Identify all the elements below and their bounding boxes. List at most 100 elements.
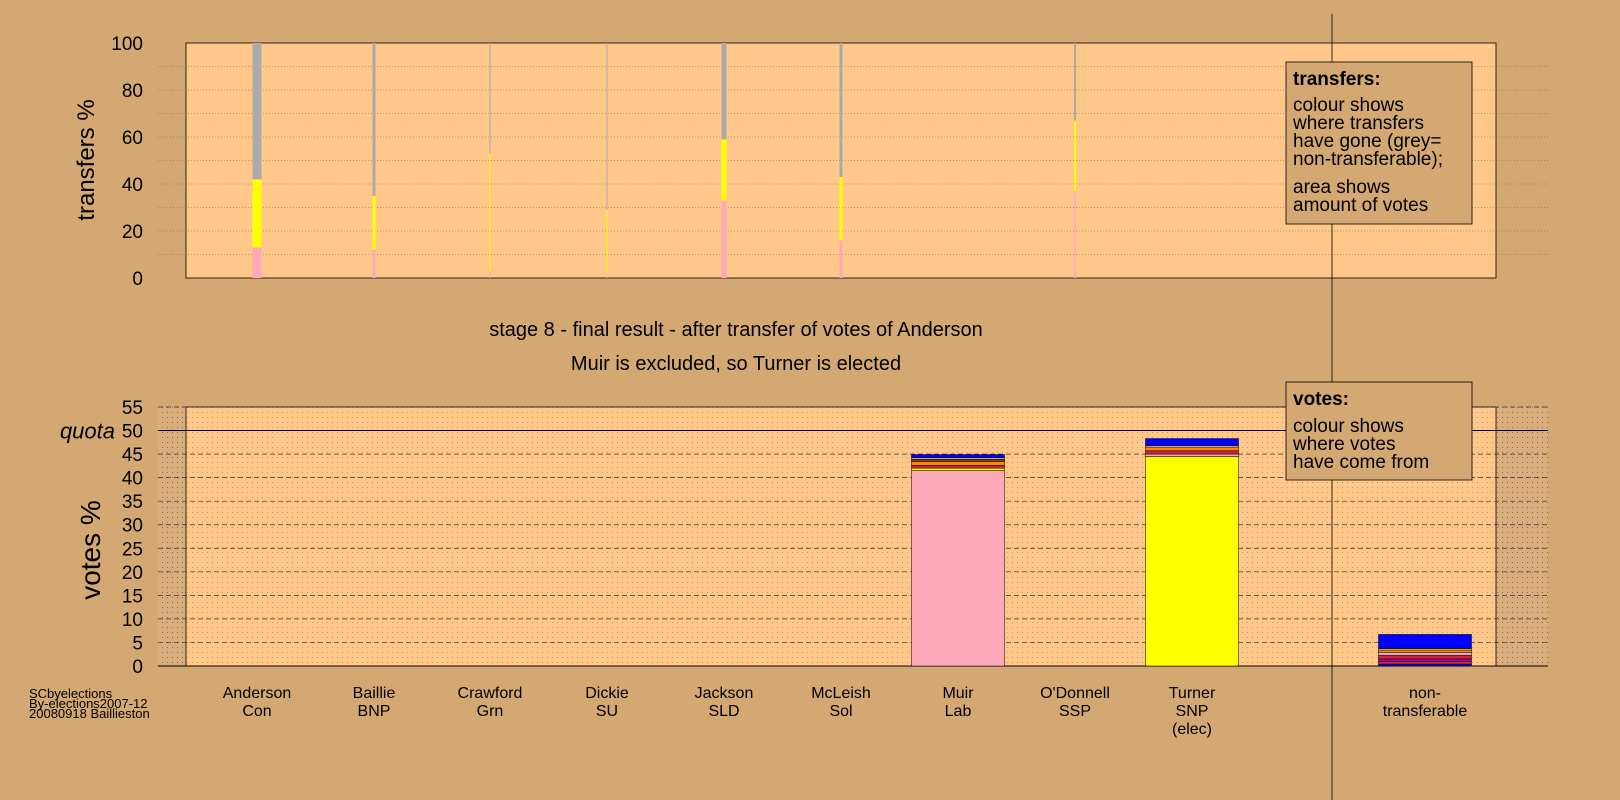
transfers-legend-line: non-transferable); (1293, 149, 1443, 170)
transfer-bar-segment (606, 209, 608, 274)
vote-bar-segment (1378, 634, 1472, 649)
transfers-legend-line: amount of votes (1293, 195, 1428, 216)
vote-bar-segment (911, 467, 1005, 471)
transfer-bar-segment (839, 43, 843, 177)
votes-gridlines (158, 406, 1548, 667)
vote-bar-segment (911, 454, 1005, 459)
category-label: Dickie (585, 685, 629, 702)
transfers-y-axis-label: transfers % (73, 99, 100, 220)
vote-bar-segment (911, 461, 1005, 466)
votes-legend-line: have come from (1293, 452, 1429, 473)
transfers-legend-line: where transfers (1292, 113, 1424, 134)
y-tick-label: 0 (132, 269, 143, 290)
transfer-bar-segment (372, 43, 376, 196)
stage-subtitle: Muir is excluded, so Turner is elected (571, 353, 901, 375)
y-tick-label: 100 (111, 34, 143, 55)
transfer-bar-segment (489, 153, 491, 271)
votes-y-axis-label: votes % (75, 500, 106, 600)
y-tick-label: 45 (122, 445, 143, 466)
transfer-bar-segment (721, 200, 727, 278)
y-tick-label: 40 (122, 469, 143, 490)
transfer-bar-segment (1074, 43, 1076, 121)
y-tick-label: 40 (122, 175, 143, 196)
vote-bar-segment (1145, 453, 1239, 457)
transfers-legend-line: have gone (grey= (1293, 131, 1441, 152)
vote-bar-segment (1378, 654, 1472, 660)
transfer-bar-segment (252, 179, 262, 248)
vote-bar-segment (1378, 658, 1472, 662)
transfers-legend-box (1285, 61, 1473, 225)
transfer-bar-segment (721, 139, 727, 201)
y-tick-label: 55 (122, 398, 143, 419)
category-party-label: transferable (1383, 703, 1468, 720)
transfers-panel: 0 20 40 60 80 100 transfers % (73, 34, 1548, 290)
category-label: Turner (1169, 685, 1216, 702)
vote-bar-segment (911, 459, 1005, 462)
transfer-bar-segment (1074, 191, 1076, 278)
votes-legend-line: colour shows (1293, 416, 1404, 437)
transfer-bar-segment (252, 247, 262, 278)
votes-legend-box (1285, 381, 1473, 481)
votes-legend-title: votes: (1293, 389, 1349, 410)
category-label: McLeish (811, 685, 871, 702)
votes-plot-right-shade (1496, 407, 1548, 666)
vote-bar-segment (911, 470, 1005, 667)
category-label: Crawford (458, 685, 523, 702)
transfer-bar-segment (489, 270, 491, 278)
y-tick-label: 0 (132, 657, 143, 678)
footer-line: 20080918 Baillieston (29, 706, 150, 721)
y-tick-label: 35 (122, 492, 143, 513)
transfers-bars (252, 43, 1076, 278)
vote-bar-segment (1145, 438, 1239, 446)
transfer-bar-segment (1074, 120, 1076, 192)
transfer-bar-segment (372, 249, 376, 278)
transfer-bar-segment (606, 273, 608, 278)
category-label: Anderson (223, 685, 292, 702)
category-party-label: SNP (1176, 703, 1209, 720)
y-tick-label: 60 (122, 128, 143, 149)
category-label: Baillie (353, 685, 396, 702)
footer-line: SCbyelections (29, 686, 113, 701)
vote-bar-segment (1145, 446, 1239, 452)
vote-bar-segment (1378, 661, 1472, 665)
quota-label: quota (60, 419, 115, 444)
category-party-label: Grn (477, 703, 504, 720)
category-label: Jackson (695, 685, 754, 702)
vote-bar-segment (1378, 663, 1472, 667)
category-party-label: SU (596, 703, 618, 720)
transfers-legend: transfers: colour shows where transfers … (1285, 61, 1473, 225)
vote-bar-segment (1378, 649, 1472, 653)
category-party-label: Sol (829, 703, 852, 720)
vote-bar-segment (911, 465, 1005, 469)
category-party-label: Lab (945, 703, 972, 720)
transfer-bar-segment (606, 43, 608, 210)
y-tick-label: 10 (122, 610, 143, 631)
vote-bar-segment (1145, 456, 1239, 667)
transfer-bar-segment (721, 43, 727, 140)
votes-legend: votes: colour shows where votes have com… (1285, 381, 1473, 481)
y-tick-label: 5 (132, 633, 143, 654)
transfers-legend-line: area shows (1293, 177, 1390, 198)
footer-line: By-elections2007-12 (29, 696, 148, 711)
y-tick-label: 50 (122, 422, 143, 443)
category-party-label: SLD (708, 703, 739, 720)
category-party-label: Con (242, 703, 271, 720)
y-tick-label: 30 (122, 516, 143, 537)
transfer-bar-segment (489, 43, 491, 154)
transfers-y-axis: 0 20 40 60 80 100 (111, 34, 143, 290)
category-note-label: (elec) (1172, 721, 1212, 738)
votes-plot-left-shade (158, 407, 186, 666)
votes-bars (911, 438, 1472, 667)
votes-legend-line: where votes (1292, 434, 1395, 455)
transfer-bar-segment (839, 240, 843, 278)
stage-title: stage 8 - final result - after transfer … (489, 319, 983, 341)
transfers-legend-title: transfers: (1293, 69, 1381, 90)
y-tick-label: 20 (122, 563, 143, 584)
category-label: O'Donnell (1040, 685, 1110, 702)
transfers-legend-line: colour shows (1293, 95, 1404, 116)
category-party-label: SSP (1059, 703, 1091, 720)
transfer-bar-segment (839, 176, 843, 241)
